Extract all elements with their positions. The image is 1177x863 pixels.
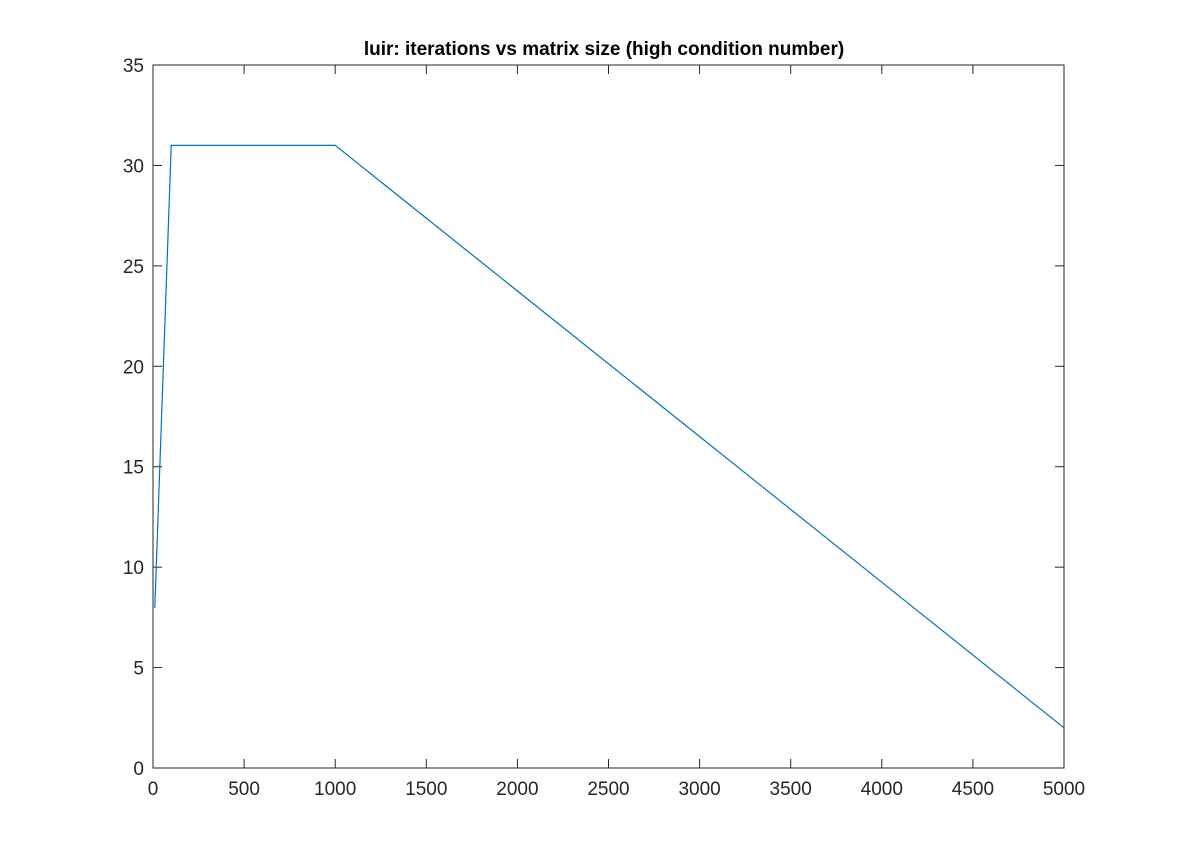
data-point (1063, 727, 1065, 729)
y-tick-label: 5 (133, 659, 144, 680)
x-tick-label: 4000 (861, 779, 903, 800)
y-tick-label: 25 (123, 257, 144, 278)
y-tick-label: 15 (123, 458, 144, 479)
y-tick-label: 10 (123, 558, 144, 579)
ticks: 0 500 1000 1500 2000 2500 3000 3500 4000 4500 5000… (123, 56, 1085, 800)
x-tick-label: 1000 (314, 779, 356, 800)
x-tick-label: 2500 (587, 779, 629, 800)
x-tick-label: 5000 (1043, 779, 1085, 800)
axes-box (152, 64, 1065, 769)
x-tick-label: 3500 (770, 779, 812, 800)
x-tick-label: 1500 (405, 779, 447, 800)
y-tick-label: 20 (123, 357, 144, 378)
axes (152, 64, 1065, 769)
data-point (170, 144, 172, 146)
data-point (154, 606, 156, 608)
x-tick-label: 0 (148, 779, 159, 800)
x-tick-label: 2000 (496, 779, 538, 800)
x-tick-label: 500 (228, 779, 260, 800)
y-tick-label: 35 (123, 56, 144, 77)
y-tick-label: 30 (123, 156, 144, 177)
data-point (334, 144, 336, 146)
y-tick-label: 0 (133, 759, 144, 780)
chart-title: luir: iterations vs matrix size (high co… (364, 39, 844, 60)
x-tick-label: 3000 (678, 779, 720, 800)
x-tick-label: 4500 (952, 779, 994, 800)
series-line-0 (154, 144, 1065, 729)
series (154, 144, 1065, 729)
